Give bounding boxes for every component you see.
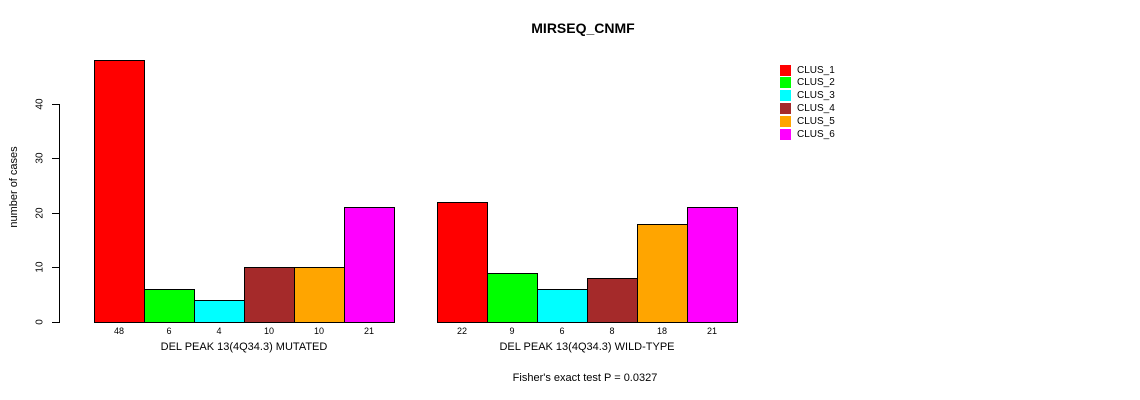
- y-axis-tick: [52, 104, 59, 105]
- bar-value-label: 6: [166, 326, 172, 336]
- legend-swatch-clus_4: [780, 102, 791, 114]
- legend-item-clus_5: CLUS_5: [780, 115, 835, 127]
- bar-value-label: 21: [706, 326, 718, 336]
- y-axis-tick: [52, 158, 59, 159]
- y-axis-line: [59, 104, 60, 323]
- group-label-2: DEL PEAK 13(4Q34.3) WILD-TYPE: [499, 341, 675, 353]
- legend-item-clus_3: CLUS_3: [780, 90, 835, 102]
- bar-clus_6-group1: [344, 207, 395, 323]
- legend-swatch-clus_2: [780, 77, 791, 89]
- legend-label: CLUS_6: [797, 128, 835, 140]
- legend-item-clus_6: CLUS_6: [780, 128, 835, 140]
- y-axis-label: number of cases: [8, 146, 20, 228]
- legend-swatch-clus_1: [780, 64, 791, 76]
- bar-clus_3-group1: [194, 300, 245, 323]
- bar-value-label: 8: [609, 326, 615, 336]
- bar-value-label: 10: [263, 326, 275, 336]
- legend-item-clus_2: CLUS_2: [780, 77, 835, 89]
- bar-value-label: 18: [656, 326, 668, 336]
- legend-swatch-clus_6: [780, 128, 791, 140]
- legend-label: CLUS_2: [797, 77, 835, 89]
- bar-clus_4-group2: [587, 278, 638, 323]
- bar-clus_6-group2: [687, 207, 738, 323]
- y-axis-tick-label: 20: [34, 207, 46, 219]
- legend-swatch-clus_3: [780, 90, 791, 102]
- bar-value-label: 4: [216, 326, 222, 336]
- y-axis-tick-label: 40: [34, 98, 46, 110]
- statistical-test-caption: Fisher's exact test P = 0.0327: [512, 372, 658, 384]
- y-axis-tick: [52, 213, 59, 214]
- bar-value-label: 21: [363, 326, 375, 336]
- legend-label: CLUS_5: [797, 115, 835, 127]
- y-axis-tick: [52, 322, 59, 323]
- y-axis-tick-label: 30: [34, 152, 46, 164]
- bar-clus_4-group1: [244, 267, 295, 323]
- bar-clus_1-group1: [94, 60, 145, 323]
- bar-value-label: 22: [456, 326, 468, 336]
- legend-item-clus_1: CLUS_1: [780, 64, 835, 76]
- bar-value-label: 6: [559, 326, 565, 336]
- bar-clus_3-group2: [537, 289, 588, 323]
- group-label-1: DEL PEAK 13(4Q34.3) MUTATED: [160, 341, 328, 353]
- chart-title: MIRSEQ_CNMF: [531, 20, 635, 36]
- bar-clus_5-group2: [637, 224, 688, 323]
- bar-clus_5-group1: [294, 267, 345, 323]
- legend-label: CLUS_3: [797, 90, 835, 102]
- bar-clus_2-group1: [144, 289, 195, 323]
- y-axis-tick-label: 10: [34, 261, 46, 273]
- bar-clus_1-group2: [437, 202, 488, 323]
- bar-value-label: 48: [113, 326, 125, 336]
- legend-label: CLUS_1: [797, 64, 835, 76]
- legend-swatch-clus_5: [780, 115, 791, 127]
- y-axis-tick: [52, 267, 59, 268]
- bar-clus_2-group2: [487, 273, 538, 323]
- y-axis-tick-label: 0: [34, 319, 46, 325]
- legend-label: CLUS_4: [797, 102, 835, 114]
- legend-item-clus_4: CLUS_4: [780, 102, 835, 114]
- bar-value-label: 10: [313, 326, 325, 336]
- bar-value-label: 9: [509, 326, 515, 336]
